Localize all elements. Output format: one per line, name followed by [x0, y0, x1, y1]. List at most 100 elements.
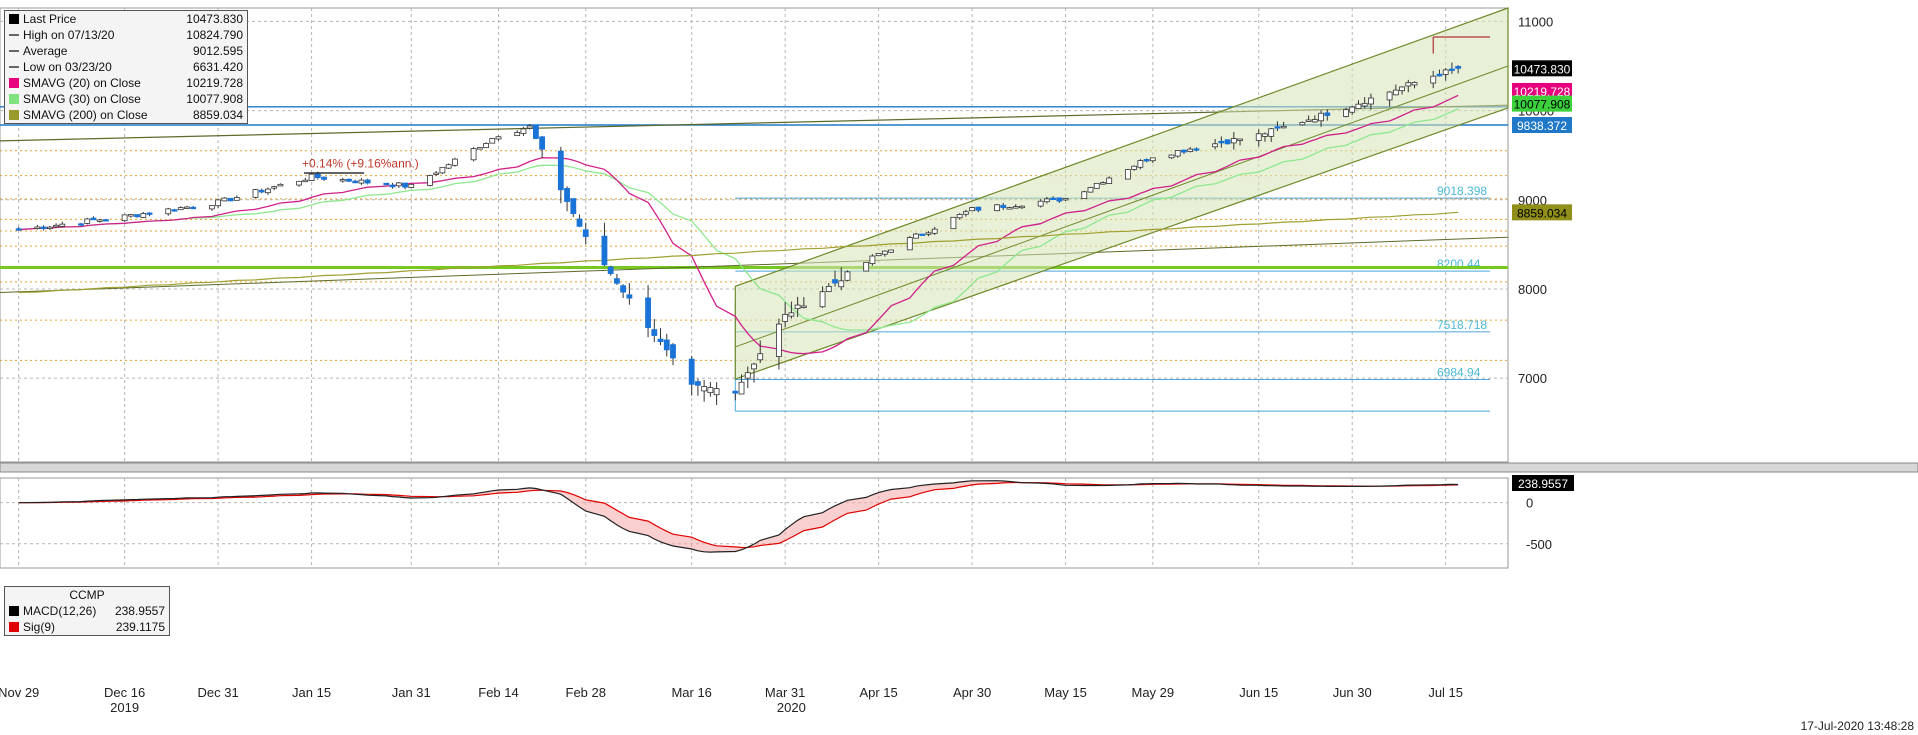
- candle: [1218, 136, 1225, 148]
- x-tick-label: Jan 15: [292, 685, 331, 700]
- legend-item-average: Average 9012.595: [5, 43, 247, 59]
- candle: [1405, 79, 1412, 93]
- candle-body: [645, 297, 651, 328]
- price-badge-bg: [1512, 95, 1572, 112]
- candle-body: [1405, 82, 1412, 87]
- candle: [620, 284, 627, 299]
- candle-body: [514, 131, 521, 137]
- x-tick-label: Feb 14: [478, 685, 518, 700]
- candle-body: [800, 305, 807, 308]
- legend-item-macd: MACD(12,26) 238.9557: [5, 603, 169, 619]
- candle-body: [1230, 138, 1237, 144]
- candle: [227, 197, 234, 202]
- candle-body: [476, 147, 483, 150]
- candle-body: [956, 214, 963, 219]
- candle-body: [1124, 169, 1131, 180]
- candle-body: [788, 312, 795, 317]
- candle-body: [1100, 182, 1106, 185]
- candle: [439, 166, 446, 175]
- rising-channel: [734, 7, 1509, 380]
- candle: [1237, 138, 1243, 146]
- candle-body: [271, 186, 278, 189]
- candle: [526, 124, 533, 130]
- candle-body: [913, 233, 919, 239]
- candle: [221, 197, 228, 202]
- candle-body: [1168, 154, 1175, 159]
- candle: [1262, 132, 1268, 142]
- candle-body: [1399, 86, 1405, 92]
- year-label: 2019: [110, 700, 139, 715]
- candle-body: [165, 208, 172, 215]
- x-tick-label: Dec 16: [104, 685, 145, 700]
- candle-body: [90, 217, 97, 221]
- candle: [614, 273, 620, 285]
- candle-body: [564, 188, 570, 202]
- candle-body: [651, 329, 658, 336]
- candle: [364, 178, 371, 185]
- candle-body: [1343, 109, 1349, 117]
- candle-body: [1087, 187, 1094, 193]
- candle-body: [1081, 191, 1088, 200]
- candle-body: [526, 125, 533, 129]
- candle-body: [1280, 125, 1287, 129]
- candle: [1230, 132, 1237, 150]
- candle: [1305, 115, 1312, 122]
- candle-body: [121, 214, 128, 222]
- candle-body: [439, 166, 446, 174]
- macd-badge-text: 238.9557: [1518, 477, 1568, 491]
- candle-body: [208, 205, 215, 210]
- candle: [751, 362, 757, 383]
- legend-item-low: Low on 03/23/20 6631.420: [5, 59, 247, 75]
- candle: [1399, 86, 1405, 95]
- candle-body: [881, 250, 888, 255]
- candle: [1442, 68, 1449, 81]
- price-badge: 10473.830: [1512, 60, 1572, 77]
- candle-body: [695, 381, 701, 386]
- candle: [1455, 65, 1462, 74]
- candle: [919, 233, 926, 236]
- candle: [383, 182, 390, 186]
- candle-body: [844, 271, 851, 281]
- candle-body: [46, 226, 53, 230]
- candle: [433, 170, 440, 176]
- candle-body: [1019, 205, 1025, 209]
- candle-body: [470, 148, 477, 161]
- candle: [134, 214, 140, 218]
- price-badge: 10077.908: [1512, 95, 1572, 112]
- candle: [626, 283, 633, 305]
- candle: [308, 173, 315, 181]
- y-tick-label: 8000: [1518, 282, 1547, 297]
- x-tick-label: Mar 16: [671, 685, 711, 700]
- smavg-20-line: [18, 94, 1459, 355]
- candle: [271, 185, 278, 191]
- candle: [1386, 91, 1393, 107]
- y-tick-label: 7000: [1518, 371, 1547, 386]
- candle-body: [732, 390, 739, 394]
- candle-body: [184, 206, 190, 209]
- candle-body: [1149, 157, 1156, 162]
- x-tick-label: Nov 29: [0, 685, 39, 700]
- candle-body: [1305, 119, 1312, 122]
- candle: [46, 225, 53, 230]
- candle: [838, 267, 845, 291]
- candle-body: [1442, 69, 1449, 75]
- candle: [146, 212, 153, 217]
- fib-label: 9018.398: [1437, 184, 1487, 198]
- macd-line: [18, 480, 1459, 553]
- candle: [1255, 129, 1262, 147]
- candle-body: [1349, 106, 1356, 113]
- candle-body: [626, 294, 633, 299]
- candle-body: [146, 212, 153, 215]
- candle: [277, 183, 284, 187]
- candle: [53, 223, 59, 228]
- candle: [1299, 121, 1306, 126]
- candle-body: [127, 214, 134, 217]
- candle-body: [620, 285, 627, 293]
- candle: [1100, 181, 1106, 185]
- candle: [738, 374, 745, 395]
- candle: [1174, 150, 1181, 158]
- candle-body: [389, 184, 396, 188]
- candle: [1193, 147, 1200, 152]
- candle-body: [352, 180, 359, 184]
